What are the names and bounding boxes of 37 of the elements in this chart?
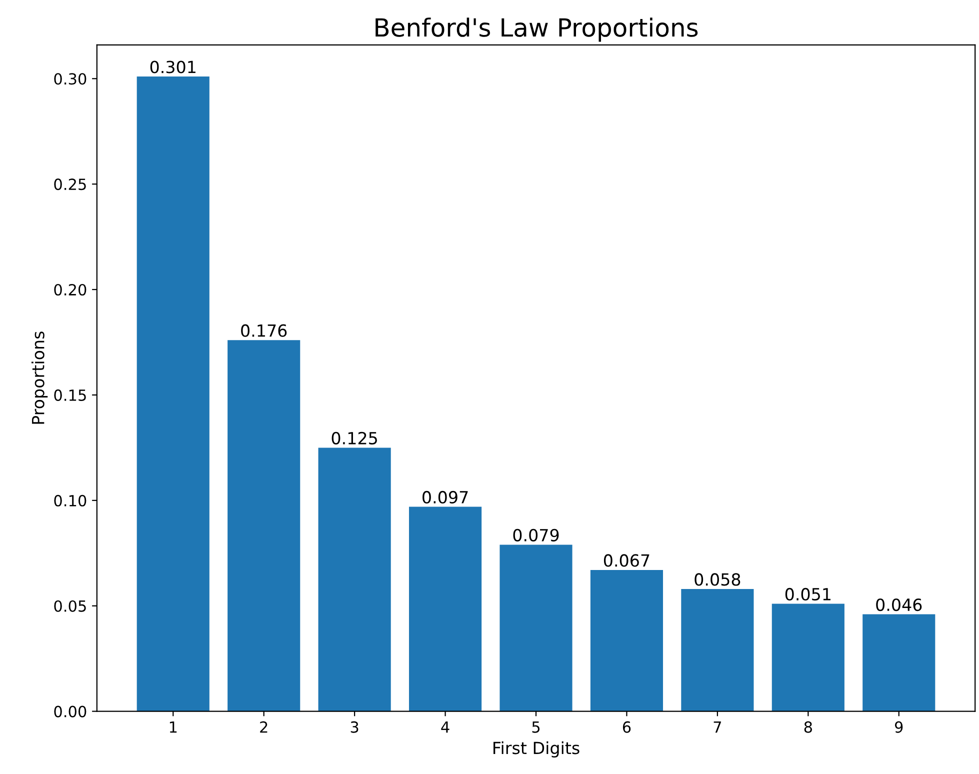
y-tick-label: 0.00 (54, 706, 86, 718)
y-tick-label: 0.10 (54, 494, 86, 506)
y-tick-label: 0.20 (54, 284, 86, 296)
x-axis-title: First Digits (494, 741, 580, 758)
y-tick-label: 0.30 (54, 73, 86, 85)
data-label: 0.067 (604, 554, 650, 567)
x-tick-label: 8 (804, 721, 812, 733)
data-label: 0.125 (332, 432, 377, 444)
bar (772, 604, 844, 712)
x-tick-label: 5 (532, 722, 540, 733)
x-tick-label: 4 (441, 722, 450, 733)
x-tick-label: 3 (350, 721, 358, 733)
bar (408, 506, 482, 712)
data-label: 0.058 (694, 573, 740, 586)
x-tick-label: 2 (260, 721, 268, 733)
data-label: 0.079 (513, 528, 559, 542)
x-tick-label: 7 (714, 722, 721, 733)
y-tick-label: 0.25 (54, 178, 86, 190)
bar (590, 570, 664, 712)
data-label: 0.097 (422, 490, 468, 504)
bar (136, 76, 210, 712)
chart-title: Benford's Law Proportions (376, 18, 698, 42)
bar (862, 614, 936, 712)
bar (228, 340, 300, 712)
bar (681, 588, 754, 712)
data-label: 0.051 (785, 588, 830, 601)
x-tick-label: 6 (622, 721, 631, 733)
data-label: 0.176 (241, 324, 287, 337)
data-label: 0.301 (150, 60, 196, 74)
y-tick-label: 0.15 (54, 389, 86, 401)
data-label: 0.046 (876, 598, 922, 612)
bar (318, 448, 391, 712)
bar (500, 544, 572, 712)
y-axis-title: Proportions (31, 332, 48, 424)
y-tick-label: 0.05 (54, 600, 86, 612)
x-tick-label: 1 (170, 722, 177, 733)
x-tick-label: 9 (894, 721, 903, 733)
